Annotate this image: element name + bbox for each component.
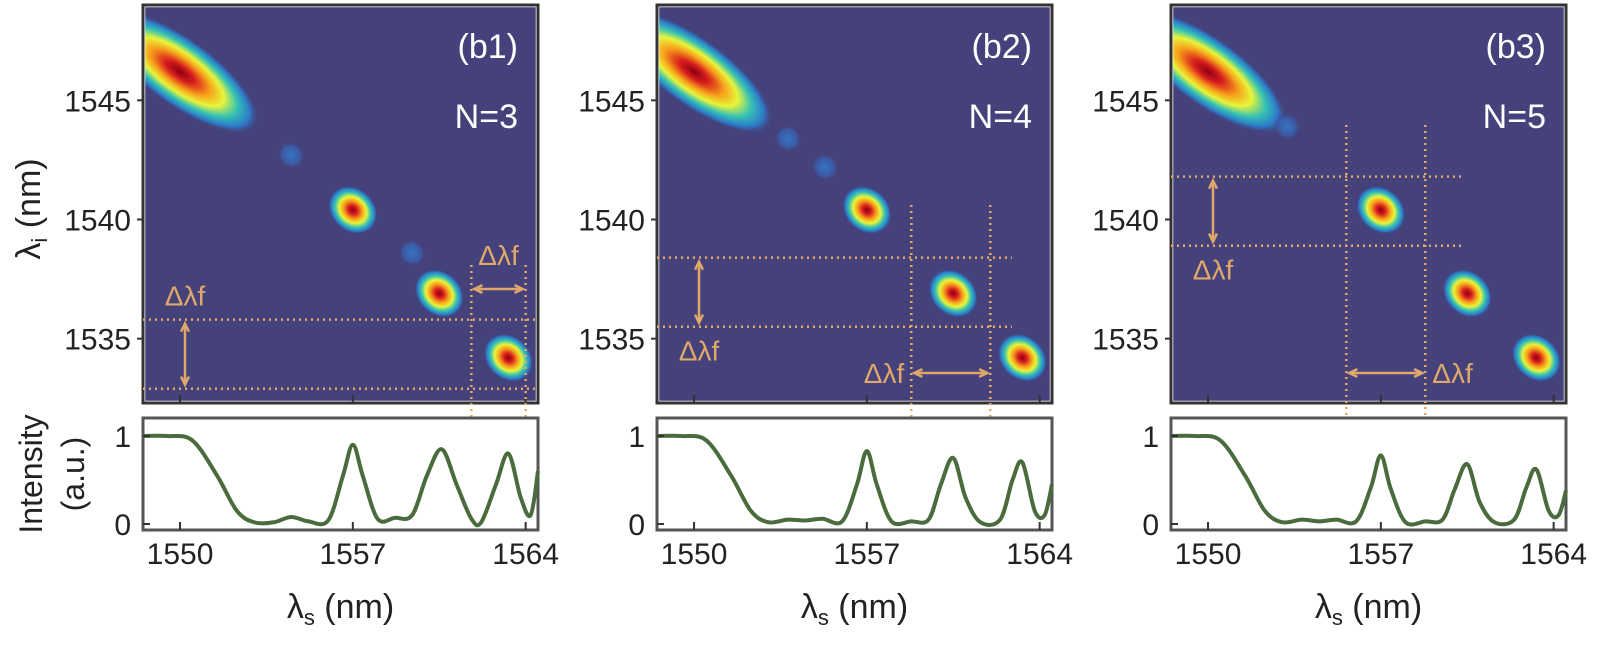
delta-arrow-horizontal-head bbox=[471, 283, 483, 295]
delta-arrow-vertical-head bbox=[179, 320, 191, 333]
heatmap-blob-1 bbox=[143, 9, 260, 134]
heatmap-blob-4 bbox=[841, 185, 892, 235]
intensity-line bbox=[1170, 433, 1568, 527]
x-axis-label: λs (nm) bbox=[1315, 588, 1422, 630]
heatmap-blob-3 bbox=[327, 185, 378, 235]
heatmap-blob-1 bbox=[1171, 9, 1288, 134]
delta-arrow-horizontal-head bbox=[911, 367, 923, 379]
heatmap-blob-3 bbox=[1355, 185, 1406, 235]
panel-label: (b2) bbox=[972, 28, 1032, 66]
heatmap-ytick-label: 1540 bbox=[64, 204, 131, 237]
panel-label: (b1) bbox=[458, 28, 518, 66]
heatmap-blob-1 bbox=[657, 9, 774, 134]
panel-2: 1535 1540 1545 (b2) N=4 Δλf Δλf 0 1 1550 1557 1564 λ… bbox=[578, 3, 1073, 630]
lineplot-frame bbox=[655, 416, 1054, 532]
heatmap-ytick-label: 1535 bbox=[1092, 324, 1159, 357]
heatmap-ytick-label: 1535 bbox=[64, 324, 131, 357]
heatmap-ytick-label: 1545 bbox=[1092, 85, 1159, 118]
panel-3: 1535 1540 1545 (b3) N=5 Δλf Δλf 0 1 1550 1557 1564 λ… bbox=[1092, 3, 1587, 630]
heatmap-blobs bbox=[1171, 9, 1562, 383]
y-axis-label-intensity-line1: Intensity bbox=[13, 414, 49, 533]
n-label: N=3 bbox=[455, 98, 518, 136]
heatmap-ytick-label: 1535 bbox=[578, 324, 645, 357]
lineplot-xtick-label: 1564 bbox=[492, 538, 559, 571]
heatmap-blob-3 bbox=[811, 153, 839, 181]
delta-arrow-vertical-head bbox=[693, 258, 705, 271]
delta-label-vertical: Δλf bbox=[165, 281, 206, 312]
delta-arrow-vertical-head bbox=[179, 376, 191, 388]
heatmap-frame bbox=[141, 3, 540, 405]
heatmap-blob-4 bbox=[398, 239, 426, 267]
heatmap-blob-2 bbox=[1273, 113, 1301, 141]
panel-1: 1535 1540 1545 (b1) N=3 Δλf Δλf 0 1 1550 1557 1564 λ… bbox=[10, 3, 559, 630]
y-axis-label-intensity: Intensity (a.u.) bbox=[13, 414, 91, 533]
delta-arrow-vertical-head bbox=[693, 314, 705, 326]
x-axis-label: λs (nm) bbox=[801, 588, 908, 630]
lineplot-xtick-label: 1564 bbox=[1006, 538, 1073, 571]
lineplot-ytick-label: 1 bbox=[114, 421, 131, 454]
delta-arrow-horizontal-head bbox=[978, 367, 991, 379]
delta-label-horizontal: Δλf bbox=[1432, 358, 1473, 389]
n-label: N=5 bbox=[1483, 98, 1546, 136]
heatmap-blob-4 bbox=[1442, 269, 1493, 318]
delta-label-vertical: Δλf bbox=[679, 336, 720, 367]
lineplot-xtick-label: 1557 bbox=[1347, 538, 1414, 571]
heatmap-frame bbox=[655, 3, 1054, 405]
n-label: N=4 bbox=[969, 98, 1032, 136]
lineplot-xtick-label: 1564 bbox=[1520, 538, 1587, 571]
intensity-line bbox=[142, 433, 540, 528]
y-axis-label-heatmap: λi (nm) bbox=[10, 158, 52, 259]
heatmap-blob-5 bbox=[414, 269, 465, 318]
lineplot-frame bbox=[141, 416, 540, 532]
heatmap-ytick-label: 1540 bbox=[1092, 204, 1159, 237]
panel-label: (b3) bbox=[1486, 28, 1546, 66]
delta-arrow-vertical-head bbox=[1207, 233, 1219, 245]
heatmap-blob-5 bbox=[1511, 333, 1562, 383]
delta-arrow-vertical-head bbox=[1207, 177, 1219, 190]
delta-label-horizontal: Δλf bbox=[478, 240, 519, 271]
lineplot-xtick-label: 1557 bbox=[319, 538, 386, 571]
heatmap-ytick-label: 1540 bbox=[578, 204, 645, 237]
heatmap-blob-5 bbox=[928, 269, 979, 318]
y-axis-label-intensity-line2: (a.u.) bbox=[55, 437, 91, 512]
lineplot-frame bbox=[1169, 416, 1568, 532]
heatmap-ytick-label: 1545 bbox=[578, 85, 645, 118]
delta-arrow-horizontal-head bbox=[514, 283, 526, 295]
heatmap-blob-6 bbox=[483, 333, 534, 383]
lineplot-xtick-label: 1550 bbox=[661, 538, 728, 571]
lineplot-xtick-label: 1550 bbox=[147, 538, 214, 571]
lineplot-ytick-label: 0 bbox=[628, 509, 645, 542]
heatmap-blobs bbox=[143, 9, 534, 383]
delta-arrow-horizontal-head bbox=[1346, 367, 1358, 379]
delta-arrow-horizontal-head bbox=[1413, 367, 1426, 379]
delta-label-vertical: Δλf bbox=[1193, 255, 1234, 286]
heatmap-ytick-label: 1545 bbox=[64, 85, 131, 118]
delta-label-horizontal: Δλf bbox=[864, 358, 905, 389]
heatmap-blob-6 bbox=[997, 333, 1048, 383]
lineplot-ytick-label: 1 bbox=[628, 421, 645, 454]
lineplot-xtick-label: 1557 bbox=[833, 538, 900, 571]
heatmap-blobs bbox=[657, 9, 1048, 383]
lineplot-xtick-label: 1550 bbox=[1175, 538, 1242, 571]
heatmap-frame bbox=[1169, 3, 1568, 405]
lineplot-ytick-label: 0 bbox=[114, 509, 131, 542]
x-axis-label: λs (nm) bbox=[287, 588, 394, 630]
heatmap-blob-2 bbox=[277, 141, 305, 169]
intensity-line bbox=[656, 433, 1054, 527]
heatmap-blob-2 bbox=[774, 125, 802, 152]
lineplot-ytick-label: 1 bbox=[1142, 421, 1159, 454]
lineplot-ytick-label: 0 bbox=[1142, 509, 1159, 542]
